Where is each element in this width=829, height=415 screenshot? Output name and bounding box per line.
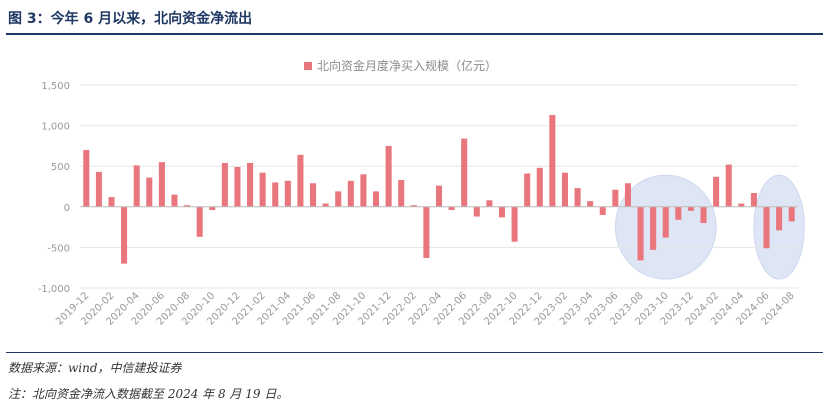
bar	[788, 206, 795, 222]
bar	[95, 171, 102, 207]
bar	[83, 149, 90, 207]
bar	[587, 201, 594, 207]
bar	[473, 206, 480, 217]
bar	[561, 172, 568, 207]
bar	[272, 182, 279, 207]
y-tick-label: 1,000	[41, 122, 70, 133]
bar	[360, 174, 367, 207]
bar	[259, 172, 266, 207]
bar	[448, 206, 455, 211]
bar	[687, 206, 694, 211]
figure-title: 图 3：今年 6 月以来，北向资金净流出	[8, 11, 253, 27]
bar	[536, 167, 543, 207]
bar	[776, 206, 783, 231]
bar	[310, 183, 317, 207]
bar	[347, 180, 354, 207]
bar	[662, 206, 669, 238]
y-tick-label: 0	[64, 203, 70, 214]
bar	[221, 162, 228, 207]
bar	[209, 206, 216, 211]
bar	[498, 206, 506, 218]
bar	[624, 183, 631, 207]
y-tick-label: 1,500	[41, 81, 70, 92]
bar	[385, 145, 392, 207]
bar	[750, 192, 757, 207]
bar	[574, 188, 581, 207]
bar	[234, 167, 241, 207]
bar	[486, 200, 493, 207]
y-tick-label: 500	[51, 162, 70, 173]
bar	[524, 173, 531, 207]
bar	[121, 206, 128, 264]
bar	[763, 206, 770, 249]
bar	[599, 206, 606, 215]
bar	[158, 162, 165, 207]
y-tick-label: -500	[47, 243, 70, 254]
footnote: 注：北向资金净流入数据截至 2024 年 8 月 19 日。	[8, 387, 289, 401]
bar	[297, 154, 304, 207]
bar	[612, 189, 619, 207]
bar	[108, 197, 115, 207]
y-tick-label: -1,000	[38, 284, 70, 295]
bar	[372, 191, 380, 207]
bar	[133, 165, 140, 207]
bar	[196, 206, 203, 237]
bar	[146, 177, 153, 207]
bar	[171, 194, 178, 207]
bar	[284, 180, 291, 207]
bar	[675, 206, 682, 220]
bar	[650, 206, 657, 250]
bar	[435, 185, 443, 207]
chart-container: 1,500 1,000 500 0 -500 -1,000 2019-12 2020-02 20…	[6, 40, 823, 348]
source-note: 数据来源：wind，中信建投证券	[8, 361, 182, 375]
bar	[247, 162, 254, 207]
bar-chart: 1,5001,0005000-500-1,0002019-122020-0220…	[38, 58, 805, 328]
bar	[637, 206, 644, 261]
bar	[398, 180, 405, 207]
bar	[511, 206, 518, 242]
bar	[335, 191, 342, 207]
legend-swatch	[304, 62, 312, 70]
title-divider	[6, 33, 823, 35]
bar	[725, 164, 732, 207]
bar	[738, 203, 745, 207]
bar	[700, 206, 707, 224]
bar	[423, 206, 430, 258]
bar	[549, 115, 556, 207]
bar	[322, 203, 329, 207]
bar	[713, 176, 720, 207]
chart-title-legend: 北向资金月度净买入规模（亿元）	[317, 58, 497, 73]
bar	[461, 138, 468, 207]
footer-divider	[6, 352, 823, 353]
bar	[184, 205, 191, 207]
bar	[410, 205, 417, 207]
